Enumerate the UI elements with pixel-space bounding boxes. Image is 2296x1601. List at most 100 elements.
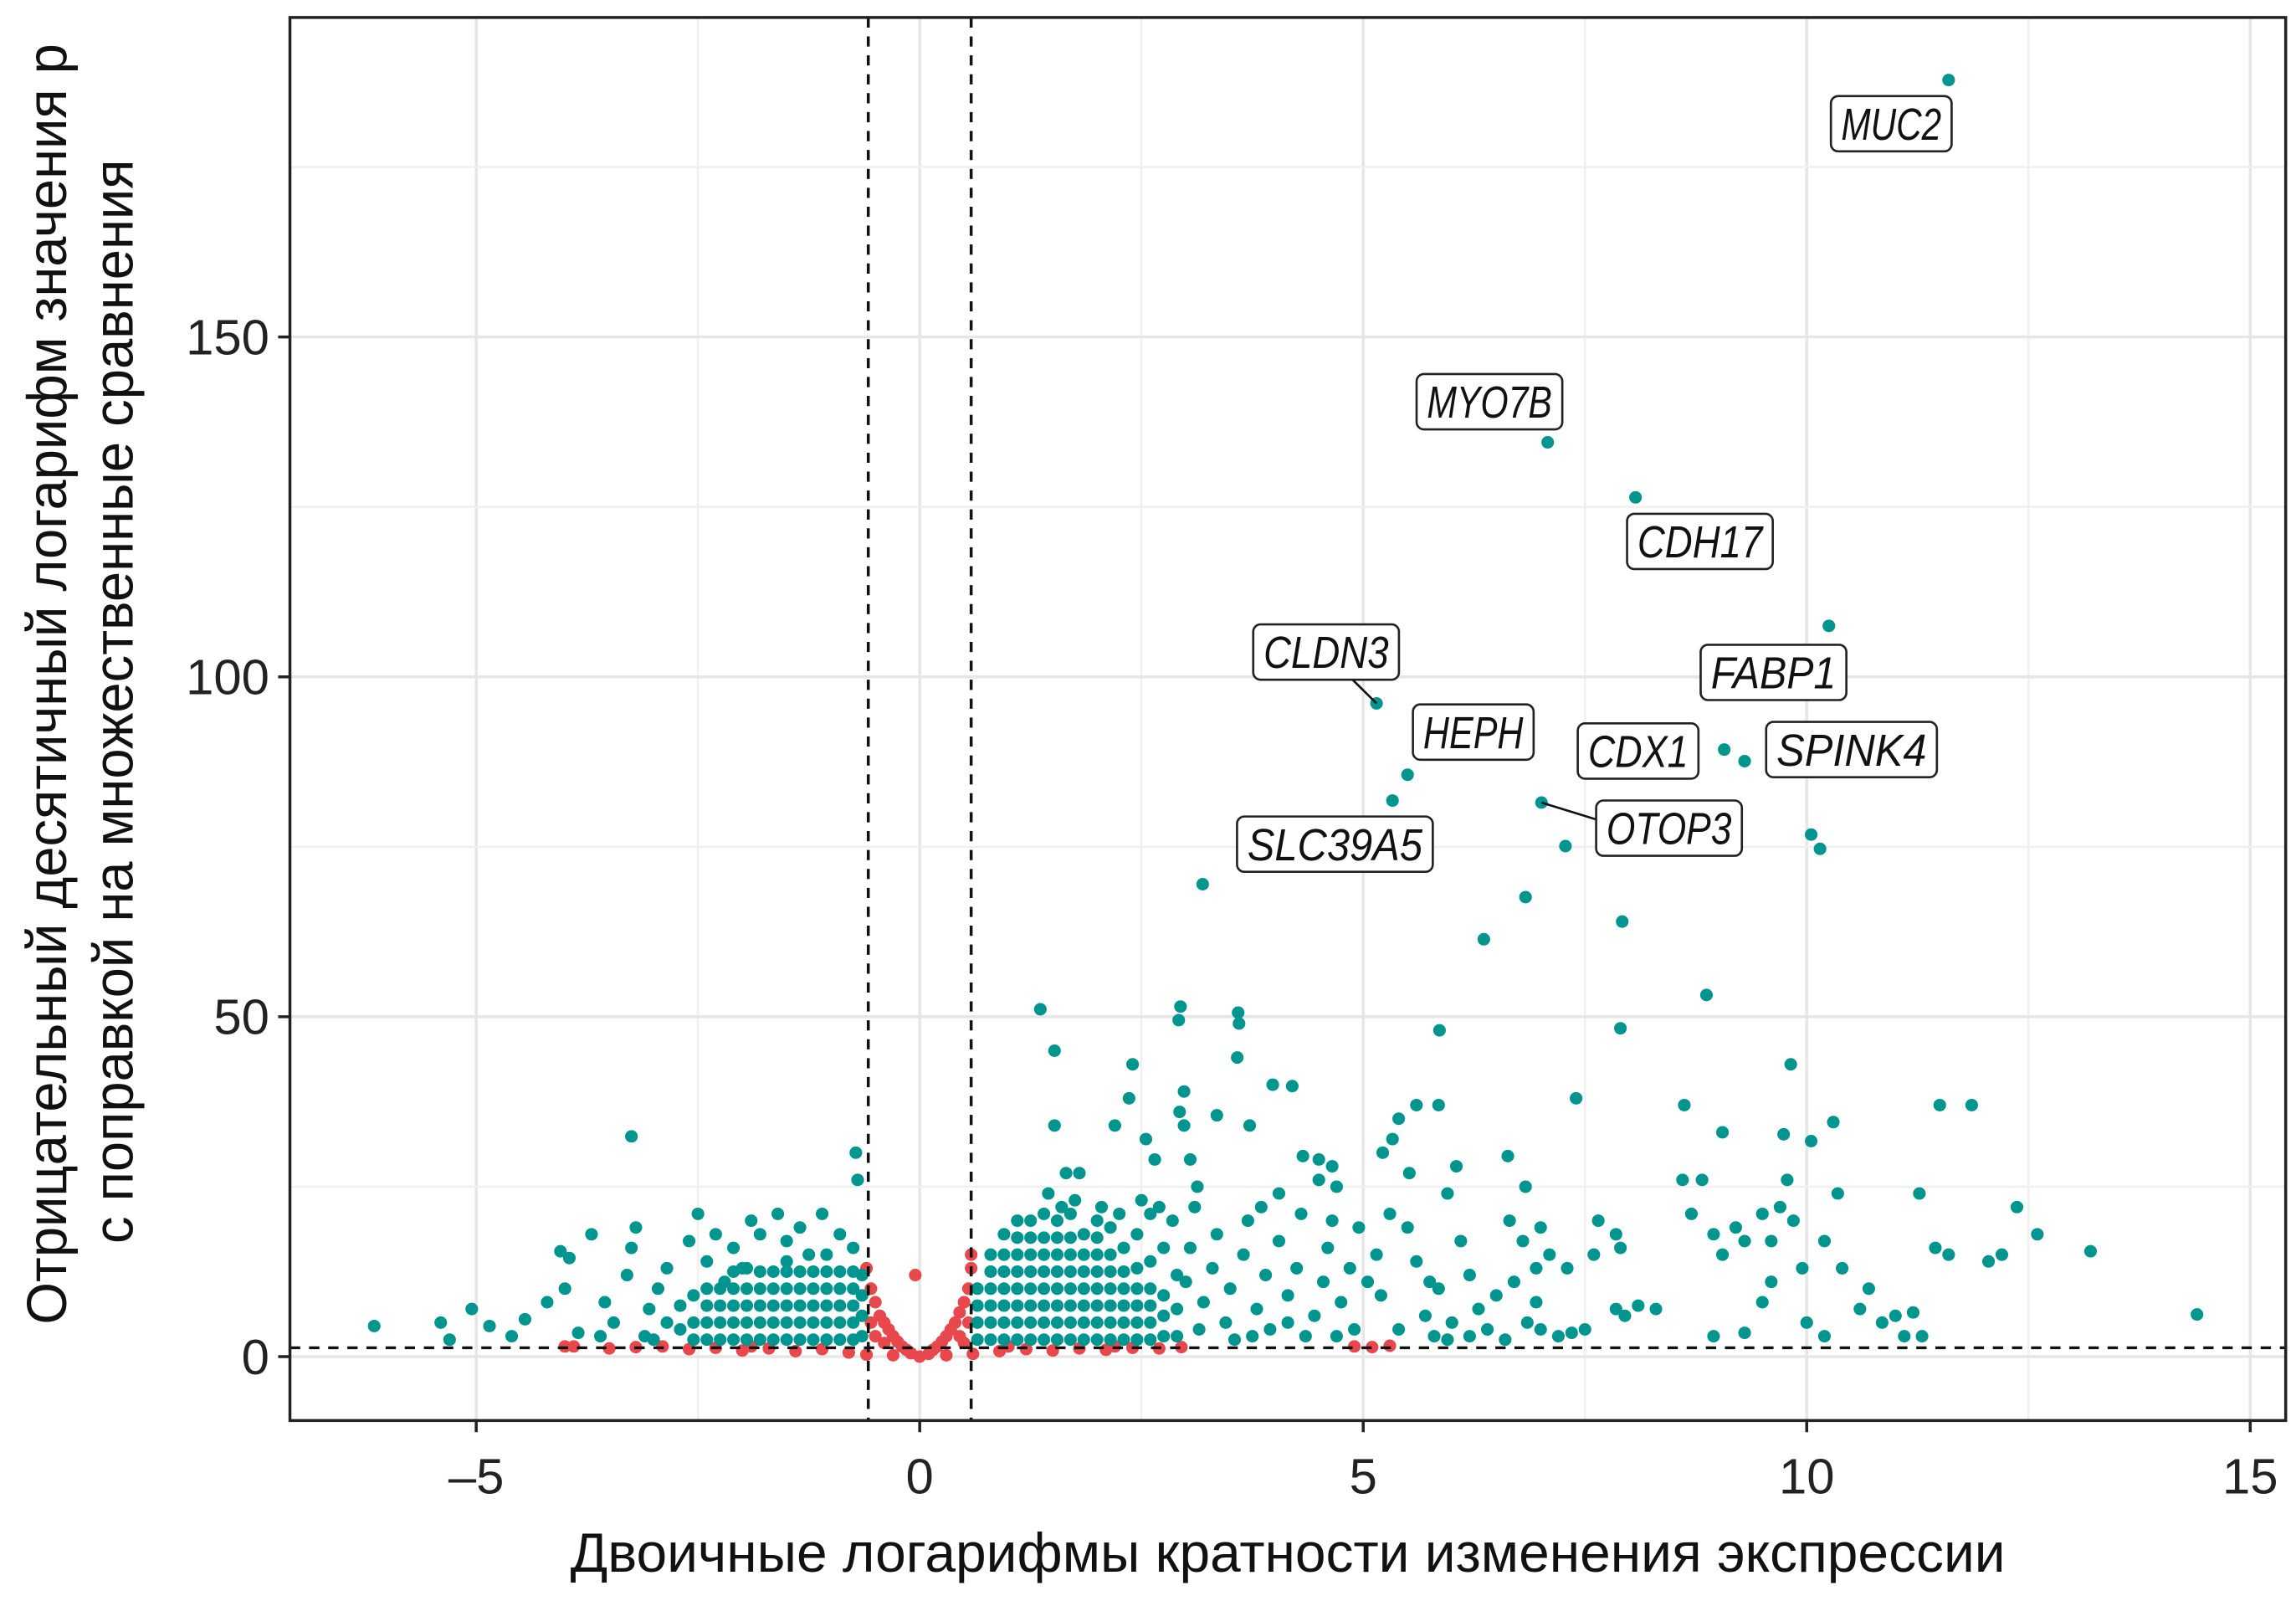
significant-point [1148,1152,1161,1166]
significant-point [1011,1248,1024,1261]
significant-point [1130,1282,1144,1296]
significant-point [1048,1119,1061,1132]
significant-point [1715,1248,1730,1261]
significant-point [1913,1187,1926,1200]
significant-point [1777,1127,1791,1141]
significant-point [1804,828,1818,841]
significant-point [1530,1296,1543,1309]
significant-point [571,1326,585,1340]
significant-point [1827,1116,1840,1129]
significant-point [682,1234,696,1248]
significant-point [855,1330,869,1343]
significant-point [833,1282,847,1296]
significant-point [1294,1207,1308,1220]
significant-point [1330,1180,1343,1193]
significant-point [1174,1000,1187,1013]
significant-point [1011,1265,1024,1278]
significant-point [1038,1282,1051,1296]
significant-point [1259,1269,1273,1282]
significant-point [997,1282,1011,1296]
significant-point [1104,1221,1117,1234]
significant-point [700,1255,714,1268]
significant-point [1011,1214,1024,1228]
significant-point [1050,1333,1064,1347]
significant-point [1370,1248,1383,1261]
significant-point [1707,1228,1720,1241]
significant-point [674,1299,687,1312]
gene-label-box [1576,722,1700,780]
significant-point [643,1302,656,1316]
significant-point [1223,1282,1237,1296]
significant-point [1281,1289,1294,1302]
significant-point [541,1296,554,1309]
significant-point [753,1333,766,1347]
significant-point [1188,1200,1202,1214]
significant-point [1122,1091,1135,1105]
gene-label-text: MUC2 [1841,100,1941,150]
significant-point [1171,1269,1184,1282]
significant-point [1784,1058,1797,1071]
significant-point [1126,1058,1140,1071]
significant-point [1290,1261,1304,1275]
x-tick-label: 15 [2222,1449,2278,1505]
gene-label-box [1236,815,1434,874]
significant-point [766,1265,780,1278]
significant-point [1104,1299,1117,1312]
significant-point [1836,1261,1849,1275]
significant-point [726,1299,741,1312]
significant-point [793,1316,807,1329]
significant-point [1183,1152,1197,1166]
non-significant-point [567,1340,581,1353]
significant-point [753,1282,766,1296]
significant-point [1011,1231,1024,1244]
significant-point [1011,1333,1024,1347]
significant-point [1077,1333,1090,1347]
labeled-gene-point [1738,754,1751,767]
significant-point [1063,1265,1077,1278]
significant-point [1024,1299,1038,1312]
significant-point [780,1234,793,1248]
significant-point [1050,1248,1064,1261]
non-significant-point [957,1337,971,1350]
significant-point [1050,1231,1064,1244]
significant-point [1144,1316,1157,1329]
data-points [367,74,2204,1363]
significant-point [1130,1333,1144,1347]
significant-point [1055,1200,1069,1214]
significant-point [1206,1261,1219,1275]
significant-point [1516,1234,1530,1248]
significant-point [1678,1098,1691,1111]
gene-label-box [1626,512,1775,571]
significant-point [1272,1234,1286,1248]
significant-point [1445,1316,1458,1329]
significant-point [820,1333,833,1347]
significant-point [780,1333,793,1347]
significant-point [1130,1228,1144,1241]
significant-point [1227,1333,1242,1347]
gene-label-box [1765,721,1939,778]
significant-point [700,1316,714,1329]
significant-point [1609,1228,1622,1241]
y-axis: 0 50 100 150 [186,310,290,1385]
significant-point [1551,1330,1565,1343]
gene-label-otop3: OTOP3 [1540,799,1744,857]
significant-point [1117,1282,1130,1296]
significant-point [1507,1275,1520,1289]
significant-point [1090,1214,1104,1228]
significant-point [687,1333,700,1347]
significant-point [1196,878,1209,890]
significant-point [1024,1214,1038,1228]
significant-point [745,1214,758,1228]
significant-point [2010,1200,2024,1214]
labeled-gene-point [1942,74,1955,87]
significant-point [1481,1323,1494,1336]
significant-point [1024,1231,1038,1244]
leader-line [1540,801,1596,821]
significant-point [1241,1214,1254,1228]
significant-point [1263,1323,1277,1336]
significant-point [807,1282,820,1296]
significant-point [1684,1207,1699,1220]
significant-point [780,1299,793,1312]
gene-label-text: SPINK4 [1776,726,1926,776]
significant-point [1738,1234,1751,1248]
